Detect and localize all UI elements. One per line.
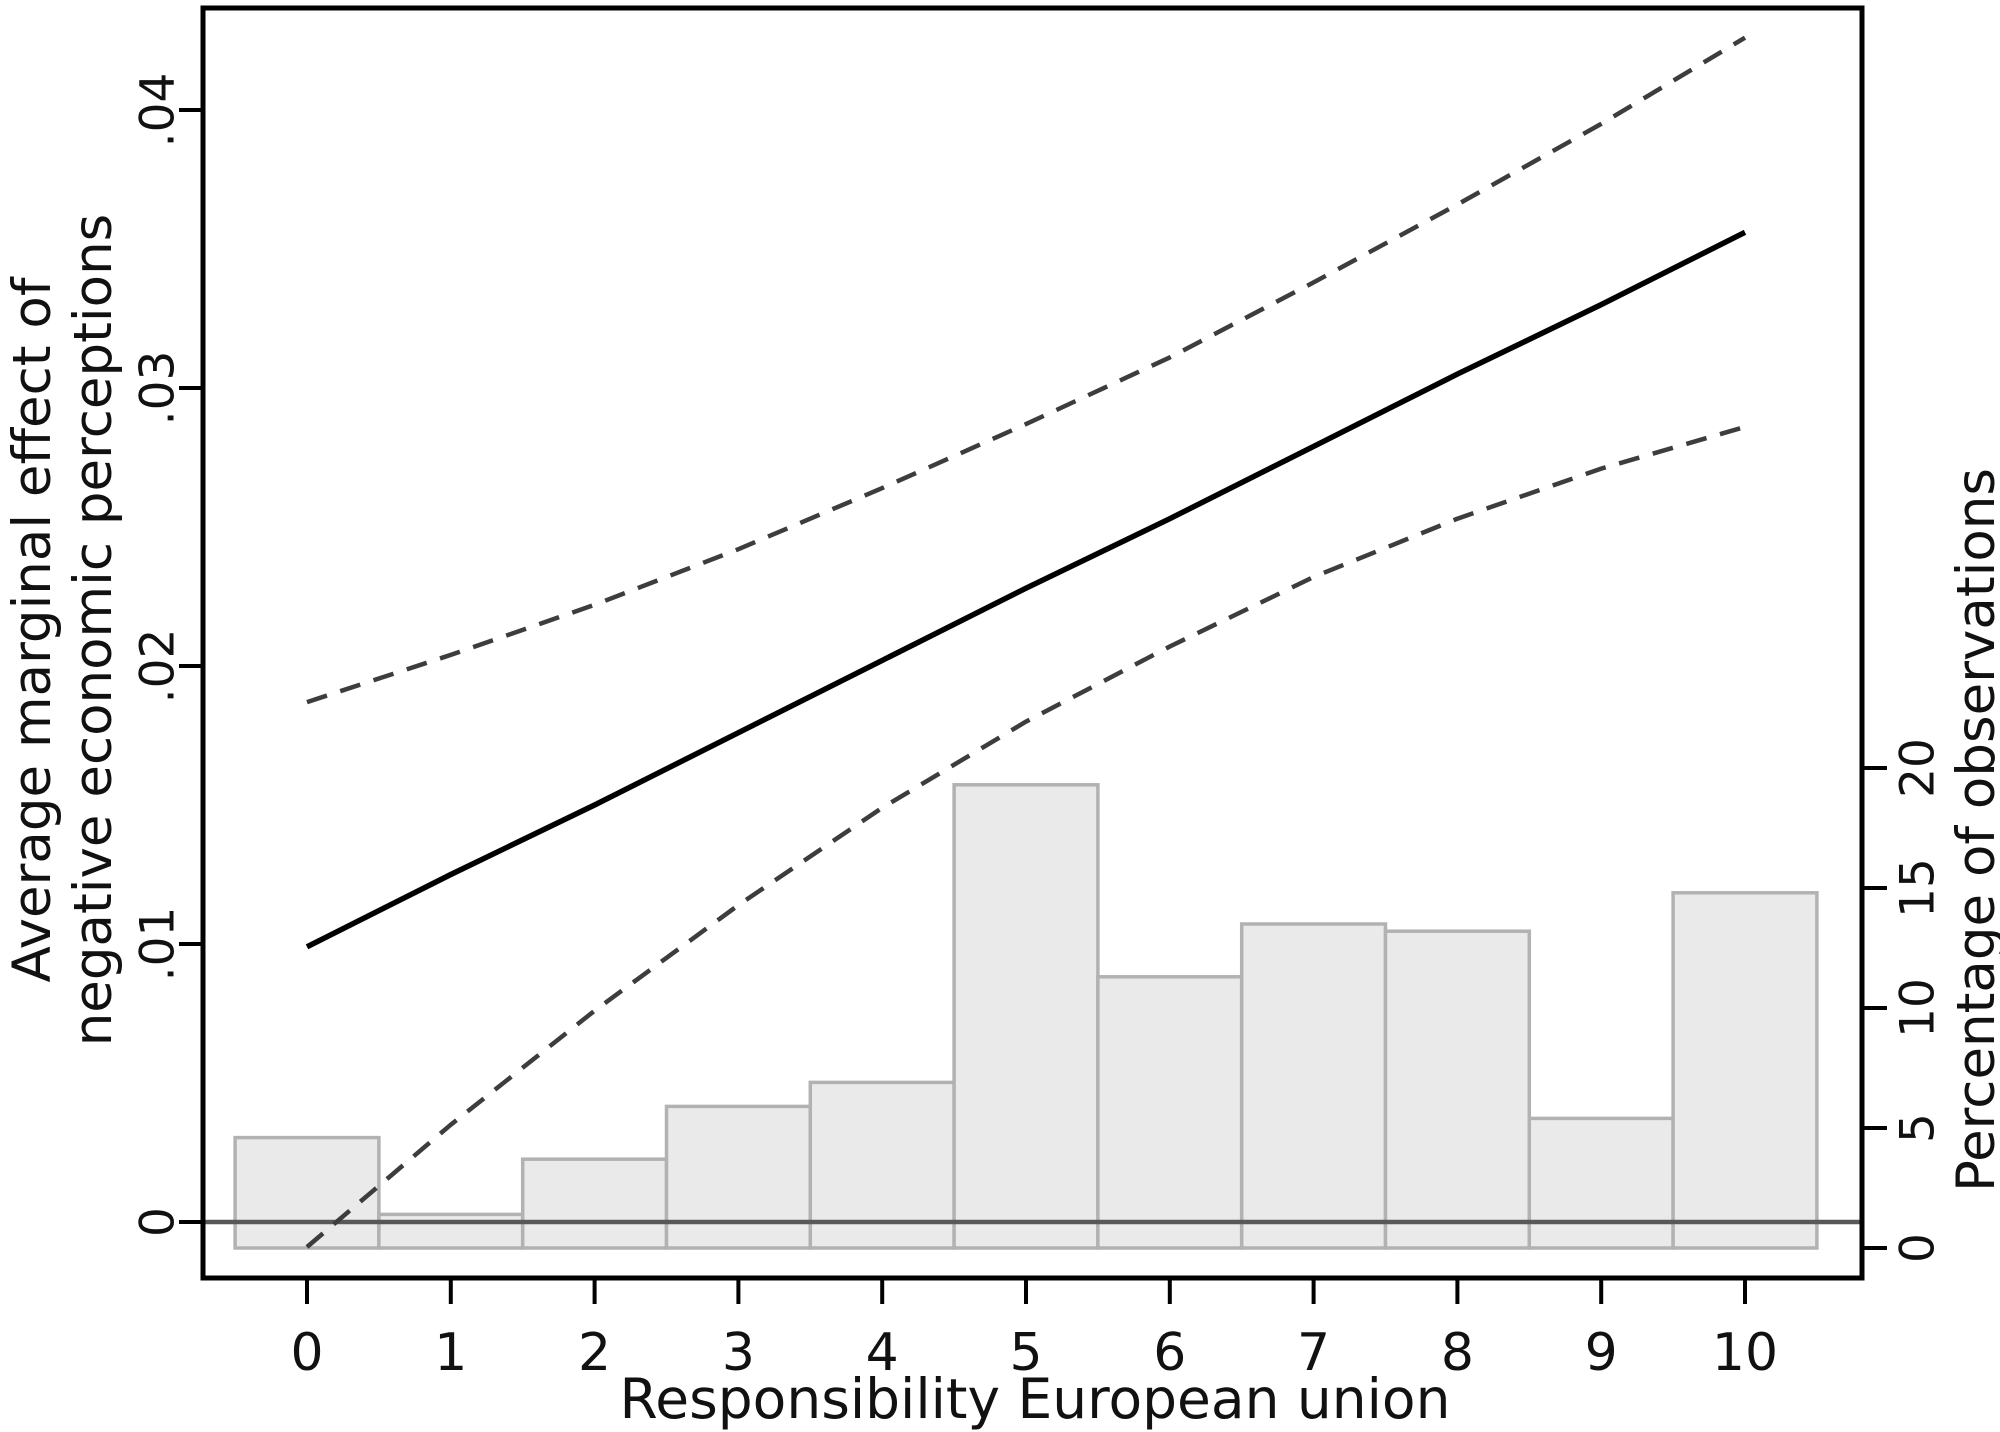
- left-axis-title-line1: Average marginal effect of: [2, 277, 63, 983]
- right-axis-tick-label: 0: [1891, 1233, 1946, 1263]
- left-axis-tick-label: .02: [131, 629, 186, 704]
- ci-upper-line: [306, 35, 1747, 705]
- right-axis-tick-label: 15: [1891, 858, 1946, 918]
- histogram-bar-2: [520, 1157, 669, 1250]
- x-axis-tick-label: 3: [722, 1323, 755, 1383]
- right-axis-title: Percentage of observations: [1946, 468, 2000, 1192]
- left-axis-tick-label: .01: [131, 907, 186, 982]
- left-axis-tick-label: .03: [131, 351, 186, 426]
- x-axis-tick-label: 1: [434, 1323, 467, 1383]
- histogram-bar-6: [1096, 975, 1244, 1250]
- histogram-bar-9: [1527, 1116, 1675, 1250]
- x-axis-tick-label: 9: [1585, 1323, 1618, 1383]
- right-axis-tick-label: 10: [1891, 978, 1946, 1038]
- histogram-bar-10: [1671, 891, 1819, 1250]
- histogram-bar-8: [1383, 929, 1532, 1250]
- x-axis-tick-label: 10: [1712, 1323, 1778, 1383]
- right-axis-tick-label: 5: [1891, 1113, 1946, 1143]
- left-axis-tick-label: .04: [131, 73, 186, 148]
- ci-lower-line: [305, 424, 1746, 1249]
- x-axis-title: Responsibility European union: [619, 1367, 1451, 1431]
- x-axis-tick-label: 5: [1009, 1323, 1042, 1383]
- right-axis-tick-label: 20: [1891, 738, 1946, 798]
- x-axis-tick-label: 8: [1441, 1323, 1474, 1383]
- x-axis-tick-label: 2: [578, 1323, 611, 1383]
- ame-line: [305, 229, 1747, 950]
- histogram-bar-1: [377, 1212, 525, 1250]
- x-axis-tick-label: 4: [866, 1323, 899, 1383]
- left-axis-title-line2: negative economic perceptions: [63, 213, 124, 1047]
- histogram-bar-0: [233, 1135, 381, 1250]
- x-axis-tick-label: 6: [1153, 1323, 1186, 1383]
- left-axis-tick-label: 0: [131, 1207, 186, 1237]
- plot-frame: [200, 5, 1865, 1281]
- x-axis-tick-label: 7: [1297, 1323, 1330, 1383]
- histogram-bar-3: [664, 1104, 813, 1250]
- x-axis-tick-label: 0: [290, 1323, 323, 1383]
- histogram-bar-7: [1239, 922, 1388, 1250]
- left-axis-title: Average marginal effect of negative econ…: [2, 30, 126, 1230]
- histogram-bar-5: [952, 783, 1100, 1250]
